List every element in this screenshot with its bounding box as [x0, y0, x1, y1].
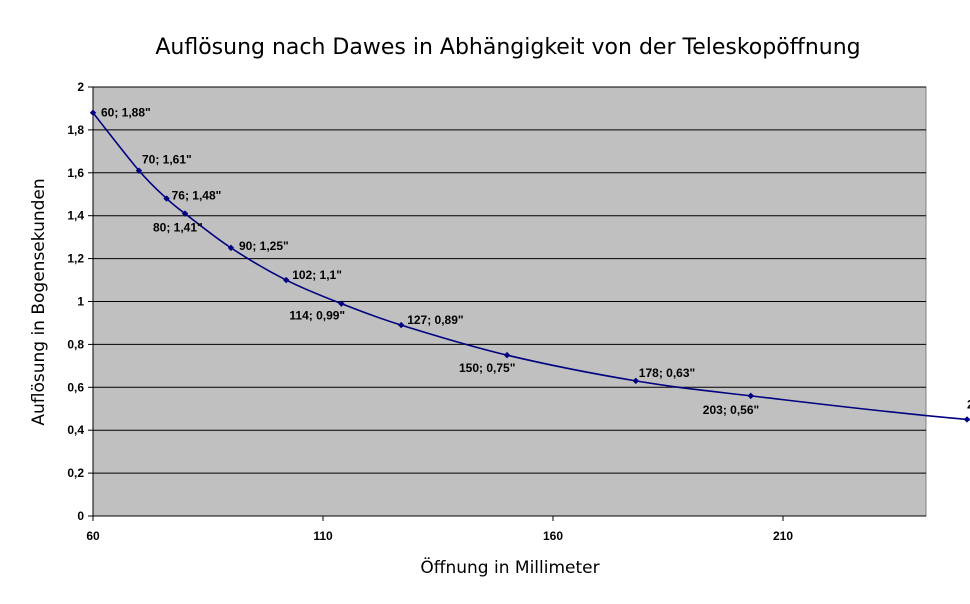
- grid-lines: [93, 86, 926, 474]
- y-tick-label: 1: [77, 295, 84, 309]
- data-point-marker: [89, 109, 97, 116]
- data-label: 250; 0,45": [967, 398, 970, 412]
- y-tick-label: 0,2: [67, 466, 84, 480]
- y-tick-label: 0,8: [67, 337, 84, 351]
- x-tick-label: 160: [543, 529, 563, 543]
- data-points: [89, 109, 970, 423]
- data-point-marker: [135, 167, 143, 174]
- y-axis-ticks: 0 0,2 0,4 0,6 0,8 1 1,2 1,4 1,6 1,8 2: [67, 80, 93, 523]
- data-point-marker: [747, 392, 754, 400]
- data-label: 60; 1,88": [101, 106, 151, 120]
- x-axis-title: Öffnung in Millimeter: [420, 556, 599, 578]
- data-point-marker: [963, 416, 970, 423]
- data-label: 80; 1,41": [153, 221, 203, 235]
- data-point-marker: [227, 244, 235, 252]
- x-tick-label: 60: [86, 529, 100, 543]
- data-point-marker: [398, 321, 405, 329]
- data-label: 76; 1,48": [172, 189, 222, 203]
- x-tick-label: 210: [773, 529, 793, 543]
- data-label: 70; 1,61": [142, 153, 192, 167]
- data-point-marker: [338, 300, 345, 307]
- x-tick-label: 110: [313, 529, 333, 543]
- y-axis-title: Auflösung in Bogensekunden: [29, 178, 49, 425]
- data-labels: 60; 1,88" 70; 1,61" 76; 1,48" 80; 1,41" 90; …: [101, 106, 970, 417]
- data-label: 102; 1,1": [292, 268, 342, 282]
- data-point-marker: [632, 377, 639, 385]
- y-tick-label: 0,4: [67, 423, 84, 437]
- data-label: 178; 0,63": [639, 366, 695, 380]
- data-point-marker: [163, 195, 170, 202]
- data-label: 114; 0,99": [289, 309, 345, 323]
- y-tick-label: 1,4: [67, 209, 84, 223]
- data-label: 203; 0,56": [703, 403, 759, 417]
- y-tick-label: 1,8: [67, 123, 84, 137]
- data-label: 90; 1,25": [239, 239, 289, 253]
- data-point-marker: [503, 351, 511, 359]
- data-point-marker: [283, 276, 290, 284]
- y-tick-label: 0,6: [67, 380, 84, 394]
- x-axis-ticks: 60110160210260310360410: [86, 516, 793, 543]
- data-point-marker: [181, 210, 189, 217]
- data-label: 150; 0,75": [459, 361, 515, 375]
- y-tick-label: 1,2: [67, 252, 84, 266]
- y-tick-label: 0: [77, 509, 84, 523]
- y-tick-label: 1,6: [67, 166, 84, 180]
- y-tick-label: 2: [77, 80, 84, 94]
- data-label: 127; 0,89": [407, 313, 463, 327]
- chart-title: Auflösung nach Dawes in Abhängigkeit von…: [155, 35, 860, 60]
